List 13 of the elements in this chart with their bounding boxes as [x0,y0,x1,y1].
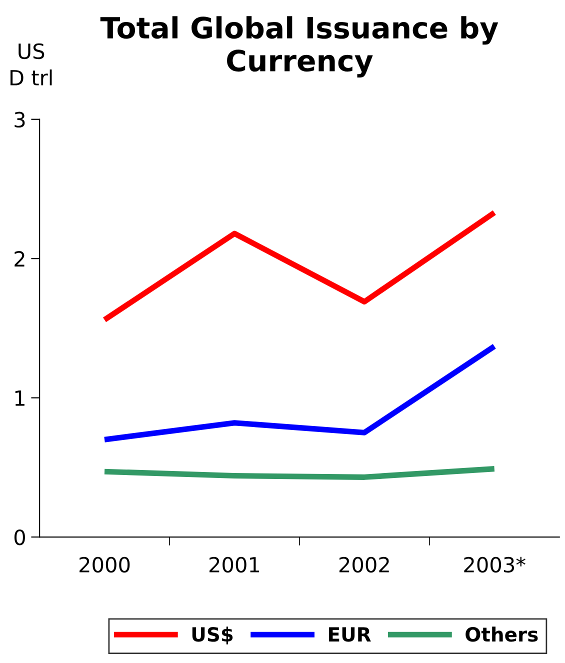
y-tick-label: 2 [14,251,24,266]
legend-label: Others [466,626,538,642]
y-axis-title: US D trl [10,43,52,86]
y-tick-label: 3 [14,112,25,128]
legend-label: US$ [192,626,233,644]
y-tick-label: 0 [14,529,25,546]
x-tick-label: 2003* [464,556,526,573]
y-tick-label: 1 [15,390,24,406]
x-tick-label: 2000 [80,556,130,573]
chart-title: Total Global Issuance by Currency [100,16,498,78]
x-tick-label: 2001 [209,556,260,573]
x-tick-label: 2002 [339,556,389,573]
legend-label: EUR [329,627,371,642]
